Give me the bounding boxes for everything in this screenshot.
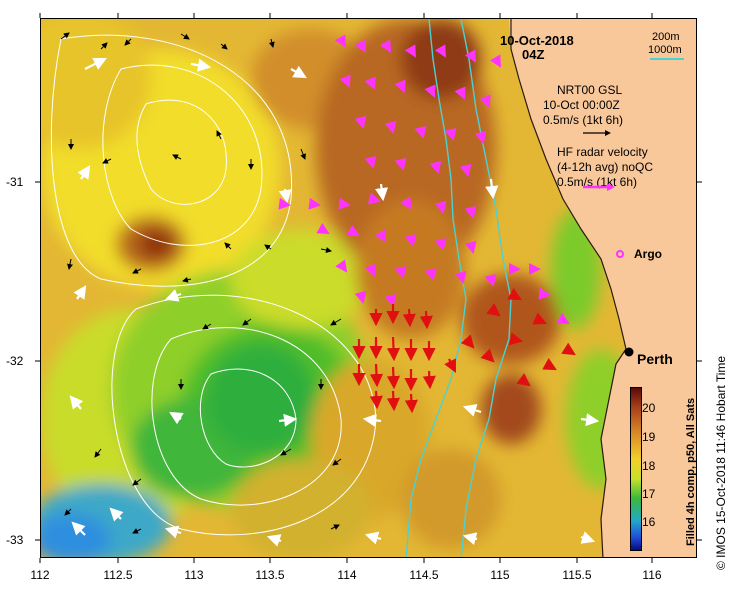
scale-1000m-swatch — [650, 58, 684, 60]
colorbar-tick-17: 17 — [642, 487, 656, 501]
x-tick-114: 114 — [337, 568, 357, 582]
hf-legend-arrow-icon — [583, 183, 615, 191]
x-tick-116: 116 — [642, 568, 662, 582]
y-tick-33: -33 — [6, 533, 24, 547]
gsl-vectors — [60, 32, 342, 534]
gsl-legend-arrow-icon — [583, 130, 611, 136]
colorbar-tick-20: 20 — [642, 401, 656, 415]
land-area — [509, 19, 696, 557]
colorbar-tick-19: 19 — [642, 430, 656, 444]
sst-field — [41, 19, 636, 557]
hf-radar-strong-vectors — [352, 287, 576, 414]
x-tick-115-5: 115.5 — [562, 568, 592, 582]
argo-marker[interactable] — [616, 250, 624, 258]
gsl-legend-date: 10-Oct 00:00Z — [543, 98, 620, 112]
gsl-legend-title: NRT00 GSL — [557, 83, 623, 97]
gsl-vectors-white — [69, 58, 600, 547]
hf-radar-vectors — [278, 34, 570, 324]
sst-map[interactable] — [40, 18, 697, 558]
hf-legend-title: HF radar velocity — [557, 145, 648, 159]
perth-label: Perth — [637, 351, 673, 367]
y-tick-31: -31 — [6, 175, 24, 189]
colorbar-tick-18: 18 — [642, 459, 656, 473]
coastline — [510, 19, 627, 557]
credit-text: © IMOS 15-Oct-2018 11:46 Hobart Time — [714, 355, 728, 570]
map-date: 10-Oct-2018 — [500, 33, 574, 48]
colorbar-title: Filled 4h comp, p50, All Sats — [685, 397, 697, 546]
map-time: 04Z — [522, 47, 545, 62]
x-tick-115: 115 — [490, 568, 510, 582]
argo-label: Argo — [634, 247, 662, 261]
colorbar — [630, 387, 642, 551]
hf-legend-avg: (4-12h avg) noQC — [557, 160, 654, 174]
scale-1000m-label: 1000m — [648, 44, 682, 56]
x-tick-113: 113 — [184, 568, 204, 582]
x-tick-114-5: 114.5 — [409, 568, 439, 582]
perth-marker[interactable] — [624, 347, 634, 357]
hf-legend-speed: 0.5m/s (1kt 6h) — [557, 175, 638, 189]
x-tick-112-5: 112.5 — [103, 568, 133, 582]
y-tick-32: -32 — [6, 354, 24, 368]
scale-200m-label: 200m — [652, 31, 680, 43]
gsl-legend-speed: 0.5m/s (1kt 6h) — [543, 113, 624, 127]
ssh-contours — [50, 34, 377, 536]
x-tick-112: 112 — [30, 568, 50, 582]
x-tick-113-5: 113.5 — [255, 568, 285, 582]
colorbar-tick-16: 16 — [642, 515, 656, 529]
